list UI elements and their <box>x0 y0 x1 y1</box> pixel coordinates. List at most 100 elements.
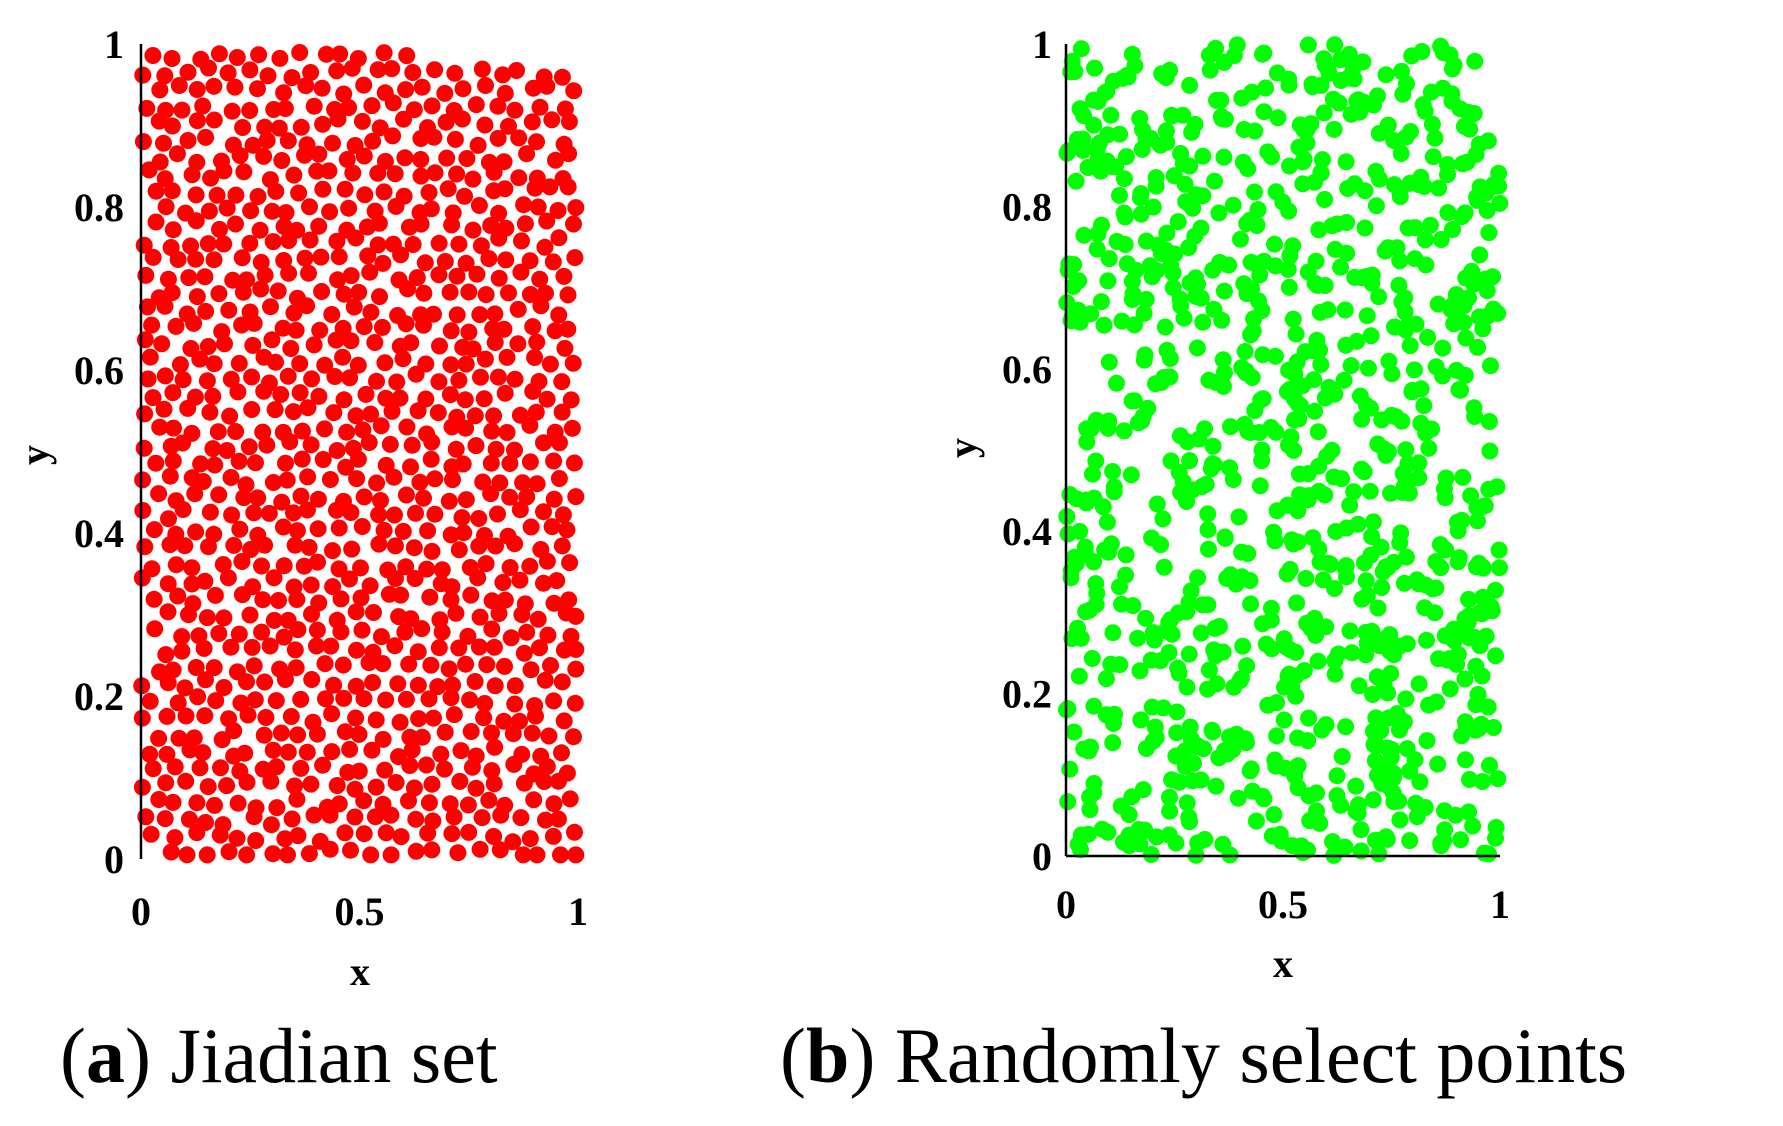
scatter-point <box>1346 175 1364 193</box>
scatter-point <box>459 627 477 645</box>
scatter-point <box>330 519 348 537</box>
scatter-point <box>407 810 425 828</box>
scatter-point <box>1204 261 1222 279</box>
scatter-point <box>1304 78 1322 96</box>
scatter-point <box>1268 502 1286 520</box>
scatter-point <box>1154 510 1172 528</box>
scatter-point <box>338 423 356 441</box>
scatter-point <box>1288 594 1306 612</box>
scatter-point <box>1480 845 1497 863</box>
scatter-point <box>164 221 182 239</box>
scatter-point <box>1474 320 1492 338</box>
scatter-point <box>404 236 422 253</box>
scatter-point <box>1397 548 1415 566</box>
scatter-point <box>198 846 216 864</box>
scatter-point <box>1309 652 1327 670</box>
scatter-point <box>1312 356 1330 373</box>
scatter-point <box>1097 670 1115 688</box>
scatter-point <box>361 263 379 281</box>
scatter-point <box>536 671 554 689</box>
scatter-point <box>379 561 397 579</box>
scatter-point <box>352 559 369 577</box>
scatter-point <box>1236 415 1254 433</box>
scatter-point <box>1241 762 1259 780</box>
scatter-point <box>1397 441 1415 459</box>
scatter-point <box>1214 351 1232 369</box>
scatter-point <box>167 492 185 510</box>
scatter-point <box>1157 69 1175 87</box>
scatter-point <box>256 673 274 691</box>
scatter-point <box>1439 204 1457 222</box>
scatter-point <box>221 407 239 425</box>
scatter-point <box>188 112 206 130</box>
scatter-point <box>370 535 388 553</box>
scatter-point <box>506 101 524 119</box>
scatter-point <box>469 136 487 154</box>
scatter-point <box>565 728 582 746</box>
scatter-point <box>196 268 214 286</box>
scatter-point <box>328 611 346 629</box>
scatter-point <box>245 657 263 675</box>
scatter-point <box>258 132 276 149</box>
scatter-point <box>448 306 466 324</box>
scatter-point <box>528 475 546 493</box>
scatter-point <box>410 710 428 728</box>
scatter-point <box>1367 831 1384 849</box>
scatter-point <box>1416 599 1434 617</box>
scatter-point <box>477 286 495 304</box>
scatter-point <box>1416 576 1434 594</box>
scatter-point <box>1132 185 1150 203</box>
scatter-point <box>485 638 503 656</box>
scatter-point <box>335 85 353 103</box>
scatter-point <box>1358 307 1376 325</box>
scatter-point <box>451 772 469 790</box>
scatter-point <box>242 202 260 220</box>
scatter-point <box>454 80 472 98</box>
scatter-point <box>1374 563 1392 581</box>
scatter-point <box>1163 771 1181 789</box>
scatter-point <box>386 165 404 183</box>
scatter-point <box>275 557 293 575</box>
scatter-point <box>227 423 245 440</box>
scatter-point <box>397 486 415 504</box>
scatter-point <box>448 408 466 426</box>
scatter-point <box>1423 115 1441 133</box>
scatter-point <box>273 493 291 511</box>
scatter-point <box>486 334 504 351</box>
scatter-point <box>1100 353 1118 371</box>
scatter-point <box>436 253 454 270</box>
scatter-point <box>260 374 278 392</box>
scatter-point <box>496 591 514 609</box>
scatter-point <box>486 305 504 323</box>
scatter-point <box>1222 418 1239 436</box>
scatter-point <box>349 356 367 374</box>
scatter-point <box>518 488 536 506</box>
scatter-point <box>1451 100 1469 118</box>
scatter-point <box>473 809 491 827</box>
scatter-point <box>1486 581 1504 599</box>
scatter-point <box>567 488 585 506</box>
scatter-point <box>523 724 541 742</box>
scatter-point <box>531 98 549 116</box>
scatter-point <box>136 405 154 423</box>
scatter-point <box>241 606 259 624</box>
scatter-point <box>1391 252 1409 270</box>
scatter-point <box>354 421 372 439</box>
scatter-point <box>483 422 501 440</box>
scatter-point <box>1481 756 1498 774</box>
scatter-point <box>1233 89 1251 107</box>
scatter-point <box>369 61 387 79</box>
scatter-point <box>1169 213 1187 231</box>
scatter-point <box>1230 508 1248 526</box>
scatter-point <box>1269 109 1287 127</box>
scatter-point <box>1283 837 1301 855</box>
scatter-point <box>546 322 564 340</box>
scatter-point <box>1199 521 1217 539</box>
scatter-point <box>205 525 223 543</box>
scatter-point <box>514 846 532 864</box>
scatter-point <box>400 655 418 673</box>
scatter-point <box>1352 821 1370 839</box>
scatter-point <box>1085 116 1103 134</box>
scatter-point <box>371 119 389 137</box>
scatter-point <box>1143 698 1161 716</box>
